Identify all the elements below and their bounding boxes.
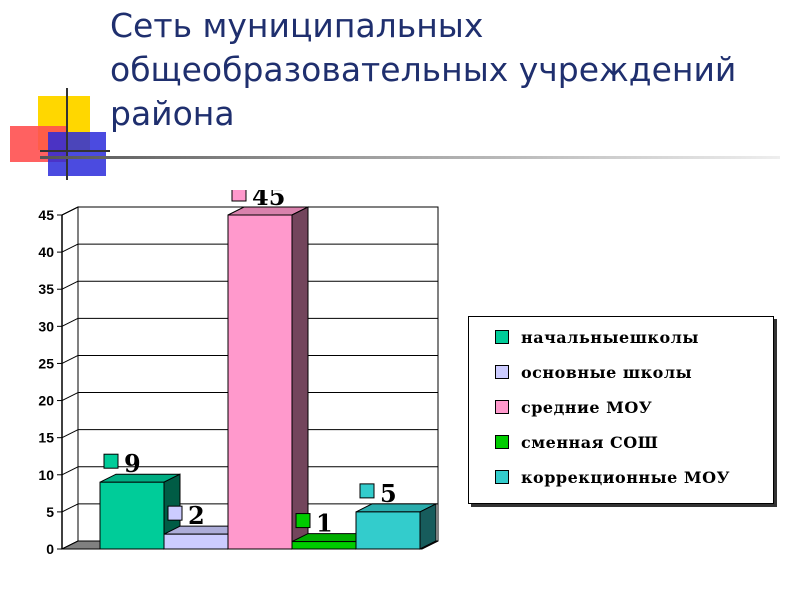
bar-5 (355, 503, 437, 550)
gridline-side (61, 392, 79, 402)
gridline-side (61, 243, 79, 253)
decor-blue-square (48, 132, 106, 176)
y-tick-label: 35 (38, 281, 54, 297)
y-tick-label: 25 (38, 355, 54, 371)
y-tick-label: 0 (46, 541, 54, 557)
y-tick-label: 40 (38, 244, 54, 260)
legend-label: коррекционные МОУ (521, 467, 731, 487)
title-line-1: Сеть муниципальных (110, 6, 484, 45)
gridline-side (61, 354, 79, 364)
data-label: 2 (188, 501, 205, 530)
legend-item: начальныешколы (495, 325, 699, 349)
bar-front (227, 214, 293, 550)
legend-label: основные школы (521, 362, 693, 382)
y-tick-label: 30 (38, 318, 54, 334)
gridline-side (61, 503, 79, 513)
legend-item: коррекционные МОУ (495, 465, 730, 489)
title-line-3: района (110, 94, 235, 133)
data-label-marker (231, 190, 247, 202)
bar-front (355, 511, 421, 550)
gridline-side (61, 206, 79, 216)
y-tick-label: 20 (38, 393, 54, 409)
decor-horizontal-line (40, 150, 110, 152)
bar-front (99, 481, 165, 550)
data-label: 1 (316, 509, 333, 538)
data-label-marker (167, 505, 183, 521)
y-tick-label: 5 (46, 504, 54, 520)
legend-swatch (495, 470, 509, 484)
gridline-side (61, 280, 79, 290)
bar-side (291, 206, 309, 550)
legend-swatch (495, 435, 509, 449)
decor-vertical-line (66, 88, 68, 180)
y-tick-label: 45 (38, 207, 54, 223)
legend-swatch (495, 400, 509, 414)
data-label-marker (359, 483, 375, 499)
chart-legend: начальныешколы основные школы средние МОУ с… (468, 316, 774, 504)
legend-item: средние МОУ (495, 395, 652, 419)
legend-label: средние МОУ (521, 397, 653, 417)
title-line-2: общеобразовательных учреждений (110, 50, 737, 89)
bar-front (291, 541, 357, 550)
slide-title: Сеть муниципальных общеобразовательных у… (110, 4, 790, 136)
bar-3 (227, 206, 309, 550)
gridline-side (61, 466, 79, 476)
gridline-side (61, 429, 79, 439)
y-tick-label: 15 (38, 430, 54, 446)
data-label-marker (295, 513, 311, 529)
data-label: 45 (252, 190, 285, 211)
bar-side (419, 503, 437, 550)
legend-swatch (495, 330, 509, 344)
gridline-side (61, 317, 79, 327)
plot-side-wall (61, 206, 79, 550)
legend-swatch (495, 365, 509, 379)
bar-front (163, 533, 229, 550)
data-label: 5 (380, 479, 397, 508)
legend-label: начальныешколы (521, 327, 699, 347)
legend-label: сменная СОШ (521, 432, 659, 452)
data-label-marker (103, 453, 119, 469)
title-underline (40, 156, 780, 159)
y-tick-label: 10 (38, 467, 54, 483)
legend-item: основные школы (495, 360, 692, 384)
legend-item: сменная СОШ (495, 430, 658, 454)
data-label: 9 (124, 449, 141, 478)
